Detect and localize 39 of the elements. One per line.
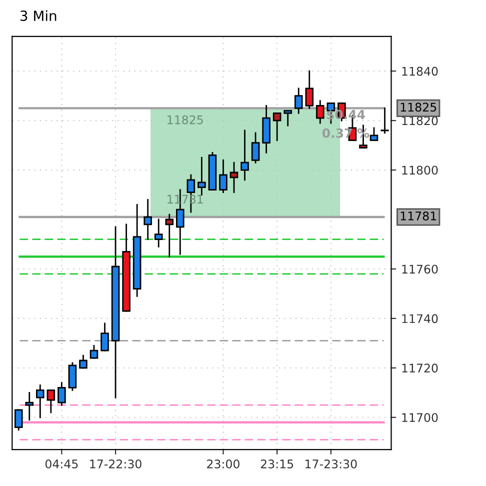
candlestick	[46, 389, 56, 414]
annotation: $0.44	[326, 110, 365, 121]
ref-line-label: 11825	[400, 102, 436, 112]
candlestick	[58, 382, 66, 406]
x-tick-label: 04:45	[45, 459, 78, 468]
candlestick	[90, 344, 98, 359]
candlestick	[230, 162, 238, 193]
candlestick	[14, 409, 23, 430]
candlestick	[36, 384, 44, 418]
y-tick-label: 11740	[402, 314, 438, 324]
x-tick-label: 23:15	[260, 459, 294, 468]
y-tick-label: 11800	[402, 166, 438, 175]
candlestick	[144, 199, 152, 240]
y-tick-label: 11760	[402, 264, 438, 274]
candlestick	[251, 132, 260, 164]
candlestick	[284, 110, 292, 126]
candlestick	[100, 322, 109, 352]
candlestick	[316, 100, 324, 124]
ref-line-label: 11781	[400, 212, 436, 220]
candlestick	[68, 362, 77, 391]
candlestick	[219, 159, 228, 193]
annotation: 11825	[168, 115, 203, 124]
candlestick	[294, 88, 303, 114]
candlestick	[305, 70, 314, 109]
x-tick-label: 17-22:30	[90, 459, 142, 468]
candlestick	[165, 214, 174, 258]
candlestick	[370, 127, 378, 142]
candlestick	[79, 354, 88, 369]
x-tick-label: 23:00	[207, 459, 240, 468]
candlestick	[154, 218, 163, 248]
candlestick	[272, 112, 282, 142]
candlestick	[198, 156, 206, 196]
candlestick	[240, 130, 249, 181]
y-tick-label: 11840	[402, 66, 438, 76]
candlestick	[25, 392, 34, 421]
x-tick-label: 17-23:30	[306, 459, 357, 468]
chart-title: 3 Min	[20, 10, 56, 22]
y-tick-label: 11700	[402, 413, 438, 422]
y-tick-label: 11720	[402, 364, 438, 373]
